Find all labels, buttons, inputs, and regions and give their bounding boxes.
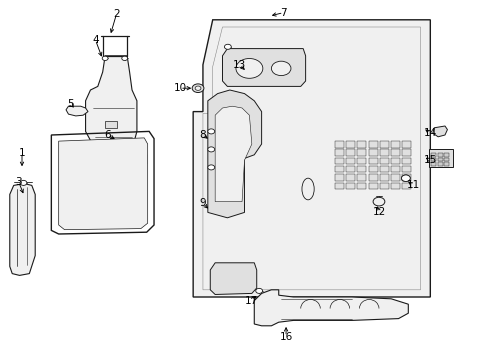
Text: 1: 1 (19, 148, 25, 158)
Bar (357, 141, 366, 148)
Bar (368, 174, 377, 181)
Polygon shape (193, 20, 429, 297)
Circle shape (207, 129, 214, 134)
Bar (334, 149, 343, 156)
Circle shape (122, 56, 127, 60)
Ellipse shape (302, 178, 314, 200)
Ellipse shape (236, 58, 263, 78)
Bar (334, 183, 343, 189)
Bar (379, 174, 388, 181)
Circle shape (102, 56, 108, 60)
Bar (346, 183, 354, 189)
Bar (379, 166, 388, 172)
Text: 13: 13 (232, 60, 246, 70)
Bar (357, 183, 366, 189)
Circle shape (207, 147, 214, 152)
Text: 12: 12 (371, 207, 385, 217)
Bar (346, 141, 354, 148)
Circle shape (207, 165, 214, 170)
Bar (443, 153, 448, 157)
Bar (437, 162, 442, 166)
Bar (368, 166, 377, 172)
Text: 17: 17 (244, 296, 258, 306)
Bar (390, 174, 399, 181)
Text: 3: 3 (15, 177, 22, 187)
Circle shape (401, 175, 409, 181)
Bar (357, 158, 366, 164)
Bar (334, 174, 343, 181)
Text: 9: 9 (199, 198, 206, 208)
Circle shape (20, 180, 27, 185)
Bar (346, 149, 354, 156)
Circle shape (372, 197, 384, 206)
Bar (346, 158, 354, 164)
Polygon shape (254, 290, 407, 326)
Text: 4: 4 (92, 35, 99, 45)
Circle shape (192, 84, 203, 93)
Bar (437, 153, 442, 157)
Polygon shape (66, 106, 88, 116)
Bar (368, 141, 377, 148)
Bar (390, 183, 399, 189)
Circle shape (255, 288, 262, 293)
Bar (437, 158, 442, 161)
Bar (402, 174, 410, 181)
Polygon shape (222, 49, 305, 86)
Text: 16: 16 (279, 332, 292, 342)
Bar (379, 158, 388, 164)
Text: 14: 14 (423, 128, 436, 138)
Bar (430, 162, 435, 166)
Text: 7: 7 (280, 8, 286, 18)
Bar (334, 166, 343, 172)
Polygon shape (59, 138, 147, 230)
Text: 8: 8 (199, 130, 206, 140)
Text: 15: 15 (423, 155, 436, 165)
Bar (402, 166, 410, 172)
Bar (402, 183, 410, 189)
Bar (357, 166, 366, 172)
Bar (346, 174, 354, 181)
Bar (390, 149, 399, 156)
Bar (379, 183, 388, 189)
Polygon shape (210, 263, 256, 294)
Text: 11: 11 (406, 180, 419, 190)
Bar (428, 149, 452, 167)
Bar (443, 162, 448, 166)
Circle shape (401, 175, 409, 181)
Text: 2: 2 (113, 9, 120, 19)
Bar (346, 166, 354, 172)
Bar (334, 158, 343, 164)
Bar (368, 149, 377, 156)
Bar (390, 158, 399, 164)
Text: 6: 6 (104, 130, 111, 140)
Circle shape (195, 86, 201, 90)
Polygon shape (85, 56, 137, 153)
Polygon shape (10, 184, 35, 275)
Bar (443, 158, 448, 161)
Polygon shape (105, 121, 117, 128)
Bar (357, 174, 366, 181)
Bar (402, 158, 410, 164)
Bar (334, 141, 343, 148)
Circle shape (224, 44, 231, 49)
Bar (390, 141, 399, 148)
Polygon shape (432, 126, 447, 137)
Bar (402, 149, 410, 156)
Bar (430, 153, 435, 157)
Text: 10: 10 (173, 83, 186, 93)
Bar (368, 158, 377, 164)
Bar (379, 149, 388, 156)
Text: 5: 5 (67, 99, 74, 109)
Polygon shape (85, 144, 146, 167)
Bar (402, 141, 410, 148)
Ellipse shape (271, 61, 290, 76)
Bar (430, 158, 435, 161)
Bar (357, 149, 366, 156)
Polygon shape (215, 106, 251, 202)
Bar (390, 166, 399, 172)
Polygon shape (207, 90, 261, 218)
Bar (368, 183, 377, 189)
Bar (379, 141, 388, 148)
